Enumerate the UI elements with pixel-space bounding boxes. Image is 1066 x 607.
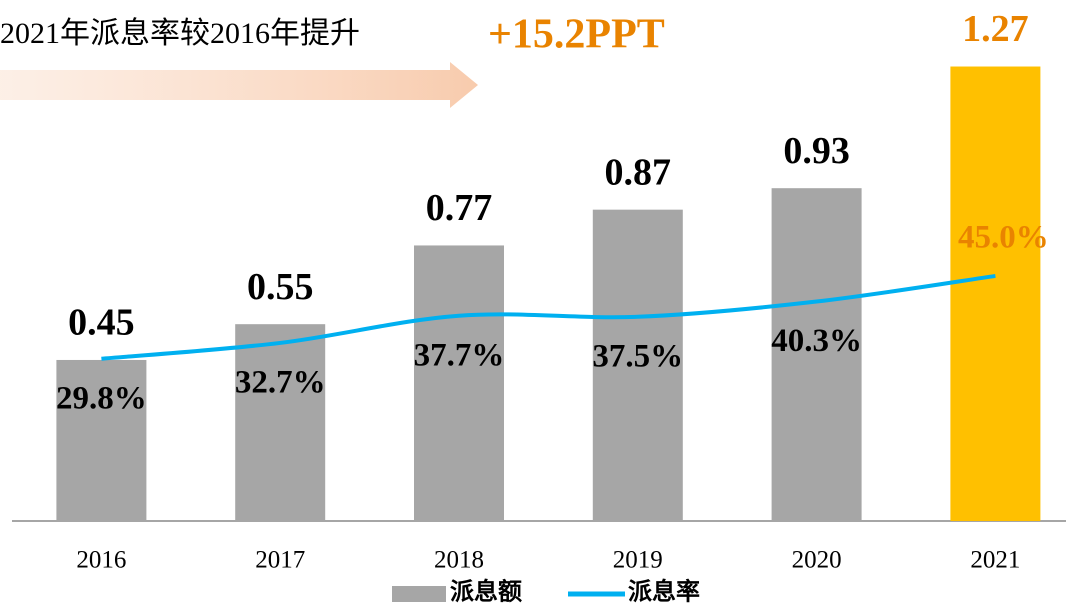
bar-value-label: 0.87 bbox=[605, 151, 672, 193]
bar-value-label: 0.45 bbox=[68, 302, 135, 344]
legend-swatch bbox=[392, 586, 446, 602]
bar-value-label: 0.77 bbox=[426, 187, 493, 229]
x-tick-label: 2016 bbox=[76, 547, 126, 574]
line-value-label: 37.5% bbox=[592, 338, 683, 374]
x-tick-label: 2019 bbox=[613, 547, 663, 574]
x-tick-label: 2018 bbox=[434, 547, 484, 574]
bar-value-label: 0.55 bbox=[247, 266, 314, 308]
line-value-label: 40.3% bbox=[771, 323, 862, 359]
bar bbox=[56, 359, 147, 521]
annotation-highlight: +15.2PPT bbox=[488, 12, 665, 58]
x-tick-label: 2017 bbox=[255, 547, 305, 574]
bar-value-label: 0.93 bbox=[783, 130, 850, 172]
line-value-label: 32.7% bbox=[235, 365, 326, 401]
bar bbox=[235, 324, 326, 521]
line bbox=[101, 273, 996, 361]
x-tick-label: 2021 bbox=[970, 547, 1020, 574]
line-value-label: 29.8% bbox=[56, 380, 147, 416]
bar bbox=[592, 209, 683, 521]
bar bbox=[950, 66, 1041, 522]
bar bbox=[771, 188, 862, 521]
annotation: 2021年派息率较2016年提升 bbox=[0, 17, 360, 50]
line-value-label: 45.0% bbox=[958, 220, 1049, 256]
x-tick-label: 2020 bbox=[792, 547, 842, 574]
bar-value-label: 1.27 bbox=[962, 8, 1029, 50]
arrow bbox=[0, 62, 478, 108]
legend-label: 派息率 bbox=[628, 578, 700, 606]
legend-label: 派息额 bbox=[450, 578, 522, 606]
bar bbox=[414, 245, 504, 521]
line-value-label: 37.7% bbox=[414, 337, 505, 373]
